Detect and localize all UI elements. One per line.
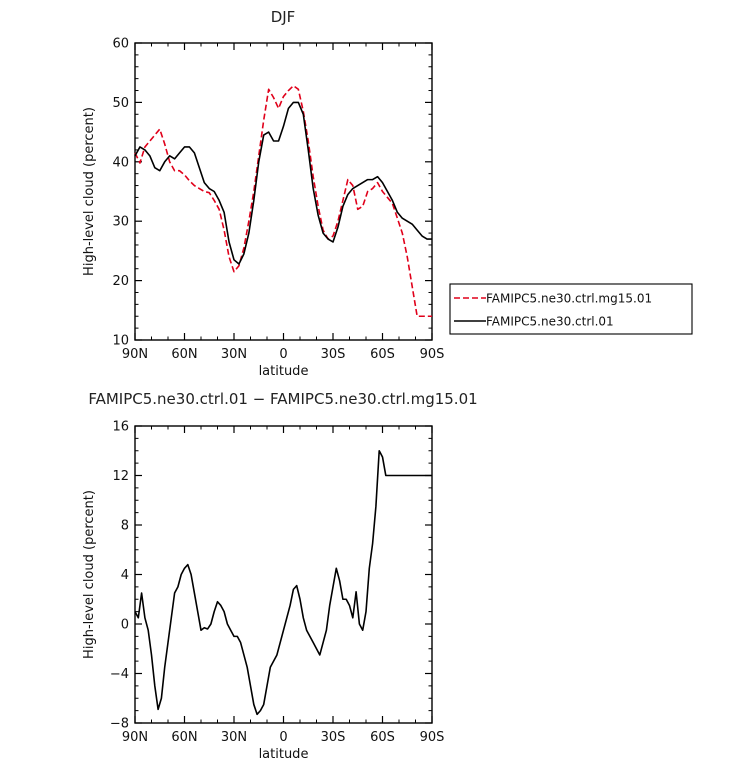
x-tick-label: 60N <box>171 347 197 362</box>
y-tick-label: 8 <box>121 519 129 534</box>
x-tick-label: 90S <box>420 730 445 745</box>
x-tick-label: 30S <box>321 347 346 362</box>
top-panel-title: DJF <box>271 8 296 26</box>
x-tick-label: 30S <box>321 730 346 745</box>
y-tick-label: −4 <box>110 667 129 682</box>
legend-box <box>449 283 693 335</box>
y-tick-label: 16 <box>112 420 129 435</box>
x-tick-label: 90N <box>122 730 148 745</box>
x-tick-label: 60S <box>370 730 395 745</box>
series-line-2 <box>134 101 432 265</box>
top-chart-legend: FAMIPC5.ne30.ctrl.mg15.01 FAMIPC5.ne30.ct… <box>449 283 693 335</box>
y-axis-label: High-level cloud (percent) <box>82 490 97 659</box>
y-tick-label: 50 <box>112 96 129 111</box>
legend-label-1: FAMIPC5.ne30.ctrl.mg15.01 <box>486 292 652 306</box>
y-tick-label: −8 <box>110 717 129 732</box>
plot-frame <box>134 425 433 724</box>
legend-label-2: FAMIPC5.ne30.ctrl.01 <box>486 315 614 329</box>
top-chart: 90N 60N 30N 0 30S 60S 90S 10 20 30 40 50 60 latitude H… <box>82 37 444 380</box>
y-tick-label: 0 <box>121 618 129 633</box>
x-tick-label: 90S <box>420 347 445 362</box>
series-line-1 <box>134 449 432 716</box>
x-tick-label: 60N <box>171 730 197 745</box>
y-tick-label: 12 <box>112 469 129 484</box>
x-tick-label: 30N <box>221 347 247 362</box>
y-axis-label: High-level cloud (percent) <box>82 107 97 276</box>
y-tick-label: 40 <box>112 155 129 170</box>
x-tick-label: 60S <box>370 347 395 362</box>
y-tick-label: 60 <box>112 37 129 52</box>
y-tick-label: 30 <box>112 215 129 230</box>
bottom-panel-title: FAMIPC5.ne30.ctrl.01 − FAMIPC5.ne30.ctrl… <box>88 390 477 408</box>
y-tick-label: 4 <box>121 568 129 583</box>
series-line-1 <box>134 84 432 318</box>
x-axis-label: latitude <box>259 747 309 762</box>
bottom-chart: 90N 60N 30N 0 30S 60S 90S −8 −4 0 4 8 12 16 latitude Hi… <box>82 420 444 763</box>
y-tick-label: 20 <box>112 274 129 289</box>
x-tick-label: 0 <box>279 730 287 745</box>
x-tick-label: 0 <box>279 347 287 362</box>
x-tick-label: 30N <box>221 730 247 745</box>
y-tick-label: 10 <box>112 334 129 349</box>
x-axis-label: latitude <box>259 364 309 379</box>
x-tick-label: 90N <box>122 347 148 362</box>
